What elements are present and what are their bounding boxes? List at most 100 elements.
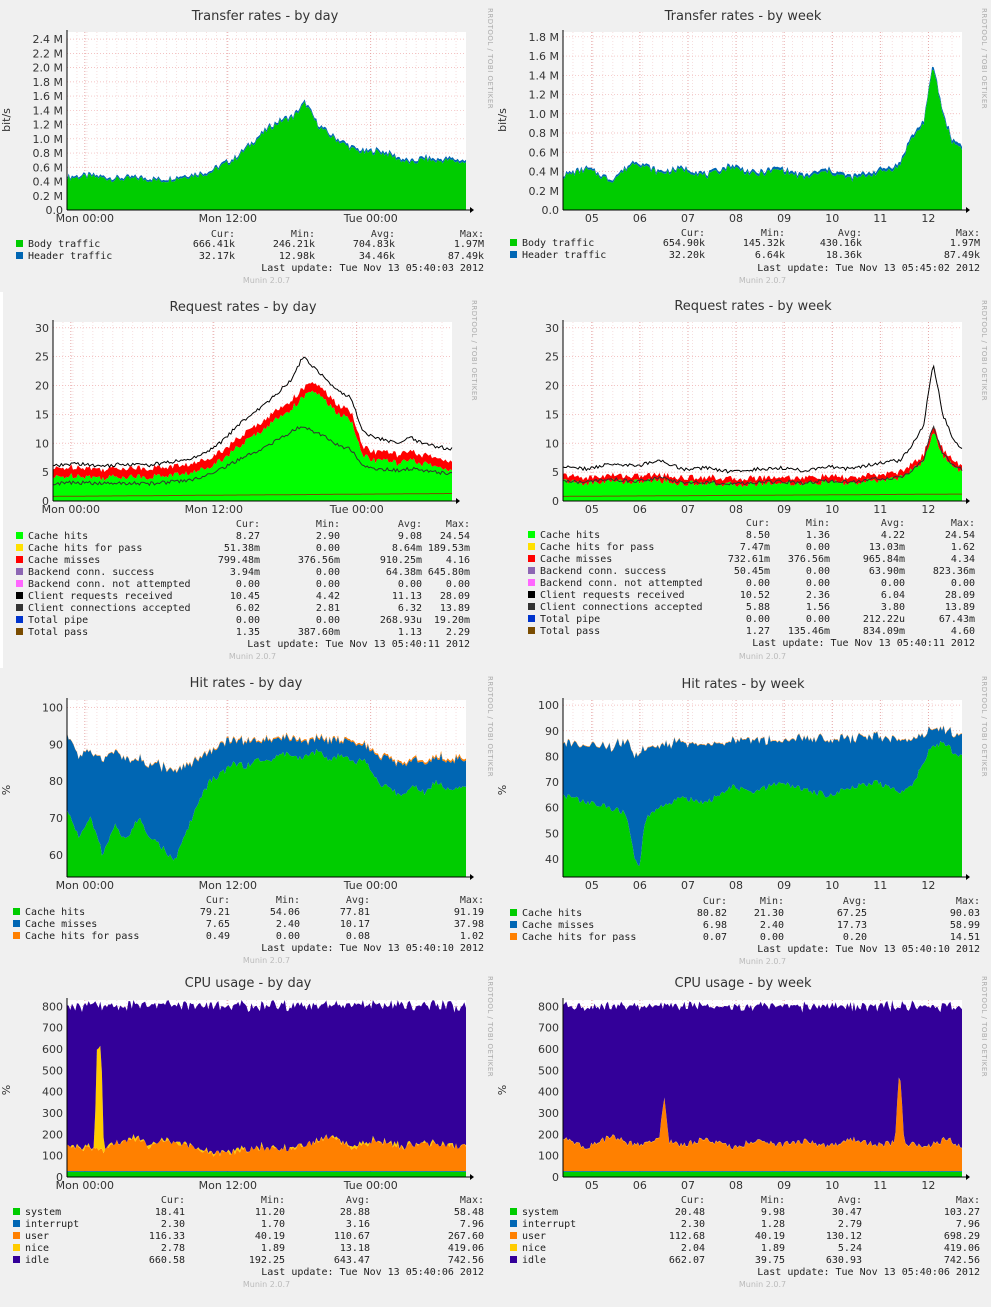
legend-name: Client requests received [540, 590, 685, 601]
legend: Cur: Min: Avg: Max: Cache hits 79.21 54.06 77.8… [13, 895, 484, 942]
x-tick-label: 09 [777, 1179, 791, 1192]
legend-value-cur: 654.90k [663, 238, 705, 249]
y-tick-label: 80 [49, 775, 63, 788]
legend-value-max: 0.00 [951, 578, 975, 589]
y-tick-label: 60 [49, 849, 63, 862]
legend-header: Avg: [398, 519, 422, 530]
y-tick-label: 70 [49, 812, 63, 825]
series-line-client-requests-received [52, 356, 453, 469]
legend-name: Backend conn. not attempted [540, 578, 703, 589]
y-axis-label: bit/s [496, 108, 509, 132]
y-tick-label: 0.6 M [33, 161, 63, 174]
x-tick-label: 07 [681, 1179, 695, 1192]
last-update: Last update: Tue Nov 13 05:40:06 2012 [261, 1267, 484, 1278]
series-area-cache-misses [67, 732, 466, 861]
x-tick-label: Tue 00:00 [343, 212, 398, 225]
x-tick-label: Mon 00:00 [56, 1179, 114, 1192]
legend-swatch [13, 920, 20, 927]
legend-swatch [510, 1244, 517, 1251]
legend-value-avg: 965.84m [863, 554, 905, 565]
chart-transfer-week: Transfer rates - by week 0.0 0.2 M 0.4 M 0.6… [496, 8, 988, 285]
legend-value-min: 0.00 [316, 579, 340, 590]
legend-value-avg: 0.00 [398, 579, 422, 590]
legend-header: Cur: [746, 518, 770, 529]
legend-name: Total pass [540, 626, 600, 637]
legend-swatch [16, 556, 23, 563]
legend-header: Max: [956, 228, 980, 239]
x-axis-arrow [966, 874, 970, 880]
y-tick-label: 500 [538, 1064, 559, 1077]
x-tick-label: 05 [585, 879, 599, 892]
x-tick-label: 11 [873, 1179, 887, 1192]
x-tick-label: Mon 12:00 [199, 212, 257, 225]
y-tick-label: 0.0 [46, 204, 64, 217]
legend-name: idle [25, 1255, 49, 1266]
chart-title: Hit rates - by day [190, 676, 303, 691]
legend-value-cur: 732.61m [728, 554, 770, 565]
legend-swatch [528, 591, 535, 598]
y-tick-label: 80 [545, 750, 559, 763]
legend-swatch [13, 932, 20, 939]
series-area-cache-misses [563, 725, 962, 866]
legend-value-avg: 2.79 [838, 1219, 862, 1230]
legend-header: Avg: [346, 1195, 370, 1206]
legend-value-min: 1.28 [761, 1219, 785, 1230]
legend-value-min: 376.56m [788, 554, 830, 565]
series-group [67, 732, 466, 877]
legend-header: Cur: [681, 1195, 705, 1206]
x-tick-label: 08 [729, 503, 743, 516]
legend-value-max: 24.54 [440, 531, 470, 542]
y-tick-label: 20 [35, 380, 49, 393]
legend-value-min: 0.00 [760, 932, 784, 943]
legend-value-max: 267.60 [448, 1231, 484, 1242]
legend-value-cur: 2.04 [681, 1243, 705, 1254]
legend-value-max: 4.34 [951, 554, 975, 565]
y-tick-label: 0.2 M [33, 190, 63, 203]
series-area-idle [563, 1000, 962, 1150]
legend-value-cur: 51.38m [224, 543, 260, 554]
legend-value-cur: 8.50 [746, 530, 770, 541]
legend-name: Cache misses [522, 920, 594, 931]
legend-header: Cur: [236, 519, 260, 530]
legend-value-avg: 910.25m [380, 555, 422, 566]
legend-name: user [522, 1231, 546, 1242]
x-tick-label: 11 [873, 503, 887, 516]
x-tick-label: 12 [921, 1179, 935, 1192]
series-area-cache-hits [53, 390, 452, 501]
legend-value-avg: 0.08 [346, 931, 370, 942]
legend-value-max: 742.56 [448, 1255, 484, 1266]
x-axis-arrow [470, 207, 474, 213]
x-tick-label: 06 [633, 1179, 647, 1192]
munin-version: Munin 2.0.7 [739, 1280, 786, 1289]
legend-value-min: 387.60m [298, 627, 340, 638]
legend-value-cur: 7.47m [740, 542, 770, 553]
legend-value-min: 2.40 [276, 919, 300, 930]
legend: Cur: Min: Avg: Max: system 18.41 11.20 28.88 58.… [13, 1195, 484, 1266]
legend-name: interrupt [25, 1219, 79, 1230]
y-tick-label: 1.4 M [529, 69, 559, 82]
legend-header: Cur: [681, 228, 705, 239]
series-line-client-connections-accepted [562, 424, 963, 486]
legend-value-min: 2.90 [316, 531, 340, 542]
legend: Cur: Min: Avg: Max: Cache hits 8.27 2.90 9.08 24… [16, 519, 470, 638]
legend-name: system [522, 1207, 558, 1218]
munin-version: Munin 2.0.7 [243, 1280, 290, 1289]
legend-name: Backend conn. not attempted [28, 579, 191, 590]
legend-swatch [528, 543, 535, 550]
series-area-interrupt [67, 1171, 466, 1172]
x-tick-label: Mon 12:00 [199, 879, 257, 892]
legend-value-max: 7.96 [956, 1219, 980, 1230]
legend-header: Max: [460, 895, 484, 906]
x-tick-label: 10 [825, 1179, 839, 1192]
legend-value-min: 135.46m [788, 626, 830, 637]
x-tick-label: 05 [585, 212, 599, 225]
legend-value-cur: 18.41 [155, 1207, 185, 1218]
legend-swatch [510, 909, 517, 916]
legend-value-avg: 67.25 [837, 908, 867, 919]
x-tick-label: 05 [585, 503, 599, 516]
legend-value-cur: 2.30 [681, 1219, 705, 1230]
legend-name: Cache hits [522, 908, 582, 919]
legend-value-min: 11.20 [255, 1207, 285, 1218]
x-tick-label: 08 [729, 879, 743, 892]
y-tick-label: 25 [545, 351, 559, 364]
